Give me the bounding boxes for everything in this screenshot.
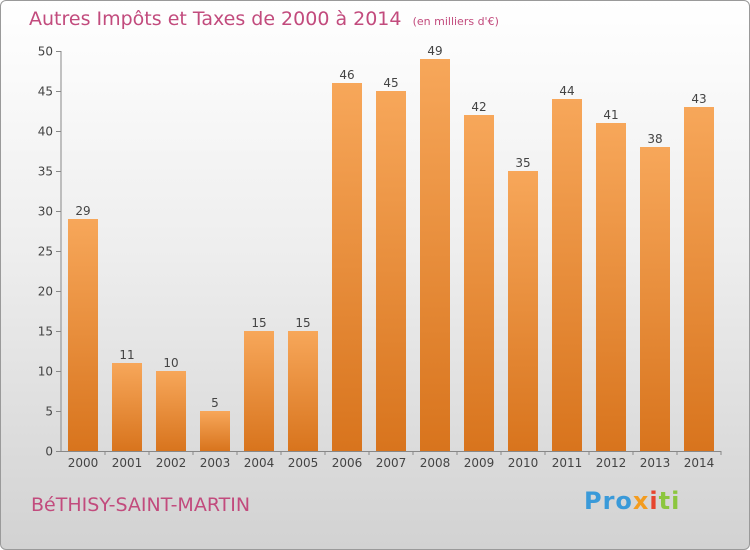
- x-tick-label: 2010: [508, 456, 539, 470]
- data-label: 11: [119, 348, 134, 362]
- data-label: 15: [251, 316, 266, 330]
- data-label: 29: [75, 204, 90, 218]
- x-tick-label: 2003: [200, 456, 231, 470]
- x-tick-label: 2004: [244, 456, 275, 470]
- bar: [376, 91, 406, 451]
- y-tick-label: 40: [38, 125, 53, 139]
- x-tick-label: 2014: [684, 456, 715, 470]
- brand-logo-part: Pro: [584, 487, 633, 515]
- bar: [464, 115, 494, 451]
- data-label: 44: [559, 84, 574, 98]
- data-label: 15: [295, 316, 310, 330]
- bar: [68, 219, 98, 451]
- bar: [288, 331, 318, 451]
- x-tick-label: 2011: [552, 456, 583, 470]
- x-tick-label: 2000: [68, 456, 99, 470]
- x-tick-label: 2006: [332, 456, 363, 470]
- data-label: 45: [383, 76, 398, 90]
- data-label: 46: [339, 68, 354, 82]
- bar: [200, 411, 230, 451]
- bar: [552, 99, 582, 451]
- y-tick-label: 5: [45, 405, 53, 419]
- bar: [640, 147, 670, 451]
- bar: [508, 171, 538, 451]
- x-tick-label: 2012: [596, 456, 627, 470]
- bar: [596, 123, 626, 451]
- y-tick-label: 30: [38, 205, 53, 219]
- brand-logo[interactable]: Proxiti: [584, 487, 680, 515]
- y-tick-label: 10: [38, 365, 53, 379]
- title-row: Autres Impôts et Taxes de 2000 à 2014 (e…: [29, 8, 499, 30]
- bar: [332, 83, 362, 451]
- x-tick-label: 2008: [420, 456, 451, 470]
- data-label: 5: [211, 396, 219, 410]
- y-tick-label: 15: [38, 325, 53, 339]
- x-tick-label: 2007: [376, 456, 407, 470]
- data-label: 38: [647, 132, 662, 146]
- brand-logo-part: ti: [658, 487, 681, 515]
- y-tick-label: 45: [38, 85, 53, 99]
- x-tick-label: 2002: [156, 456, 187, 470]
- data-label: 42: [471, 100, 486, 114]
- axes: 0 5 10 15 20 25 30 35 40 45 50 2000 2001 2002 2003 2004…: [38, 45, 722, 470]
- y-tick-label: 20: [38, 285, 53, 299]
- brand-logo-part: x: [632, 487, 650, 515]
- y-tick-label: 50: [38, 45, 53, 59]
- commune-name: BéTHISY-SAINT-MARTIN: [31, 494, 251, 516]
- bar: [420, 59, 450, 451]
- data-label: 49: [427, 44, 442, 58]
- bar: [244, 331, 274, 451]
- bar: [156, 371, 186, 451]
- bar: [112, 363, 142, 451]
- x-tick-label: 2009: [464, 456, 495, 470]
- y-tick-label: 25: [38, 245, 53, 259]
- x-tick-label: 2001: [112, 456, 143, 470]
- bars: 29 11 10 5 15 15 46 45 49 42 35 44 41 38 43: [68, 44, 714, 451]
- bar: [684, 107, 714, 451]
- data-label: 10: [163, 356, 178, 370]
- x-tick-label: 2005: [288, 456, 319, 470]
- chart-title: Autres Impôts et Taxes de 2000 à 2014: [29, 8, 402, 30]
- y-tick-label: 35: [38, 165, 53, 179]
- data-label: 41: [603, 108, 618, 122]
- data-label: 35: [515, 156, 530, 170]
- y-tick-label: 0: [45, 445, 53, 459]
- chart-unit: (en milliers d'€): [412, 15, 499, 28]
- x-tick-label: 2013: [640, 456, 671, 470]
- brand-logo-part: i: [649, 487, 659, 515]
- data-label: 43: [691, 92, 706, 106]
